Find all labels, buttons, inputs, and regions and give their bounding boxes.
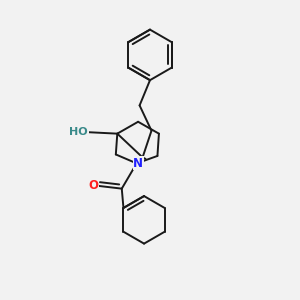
Text: O: O [88, 179, 98, 192]
Text: HO: HO [69, 127, 88, 137]
Text: N: N [133, 157, 143, 170]
